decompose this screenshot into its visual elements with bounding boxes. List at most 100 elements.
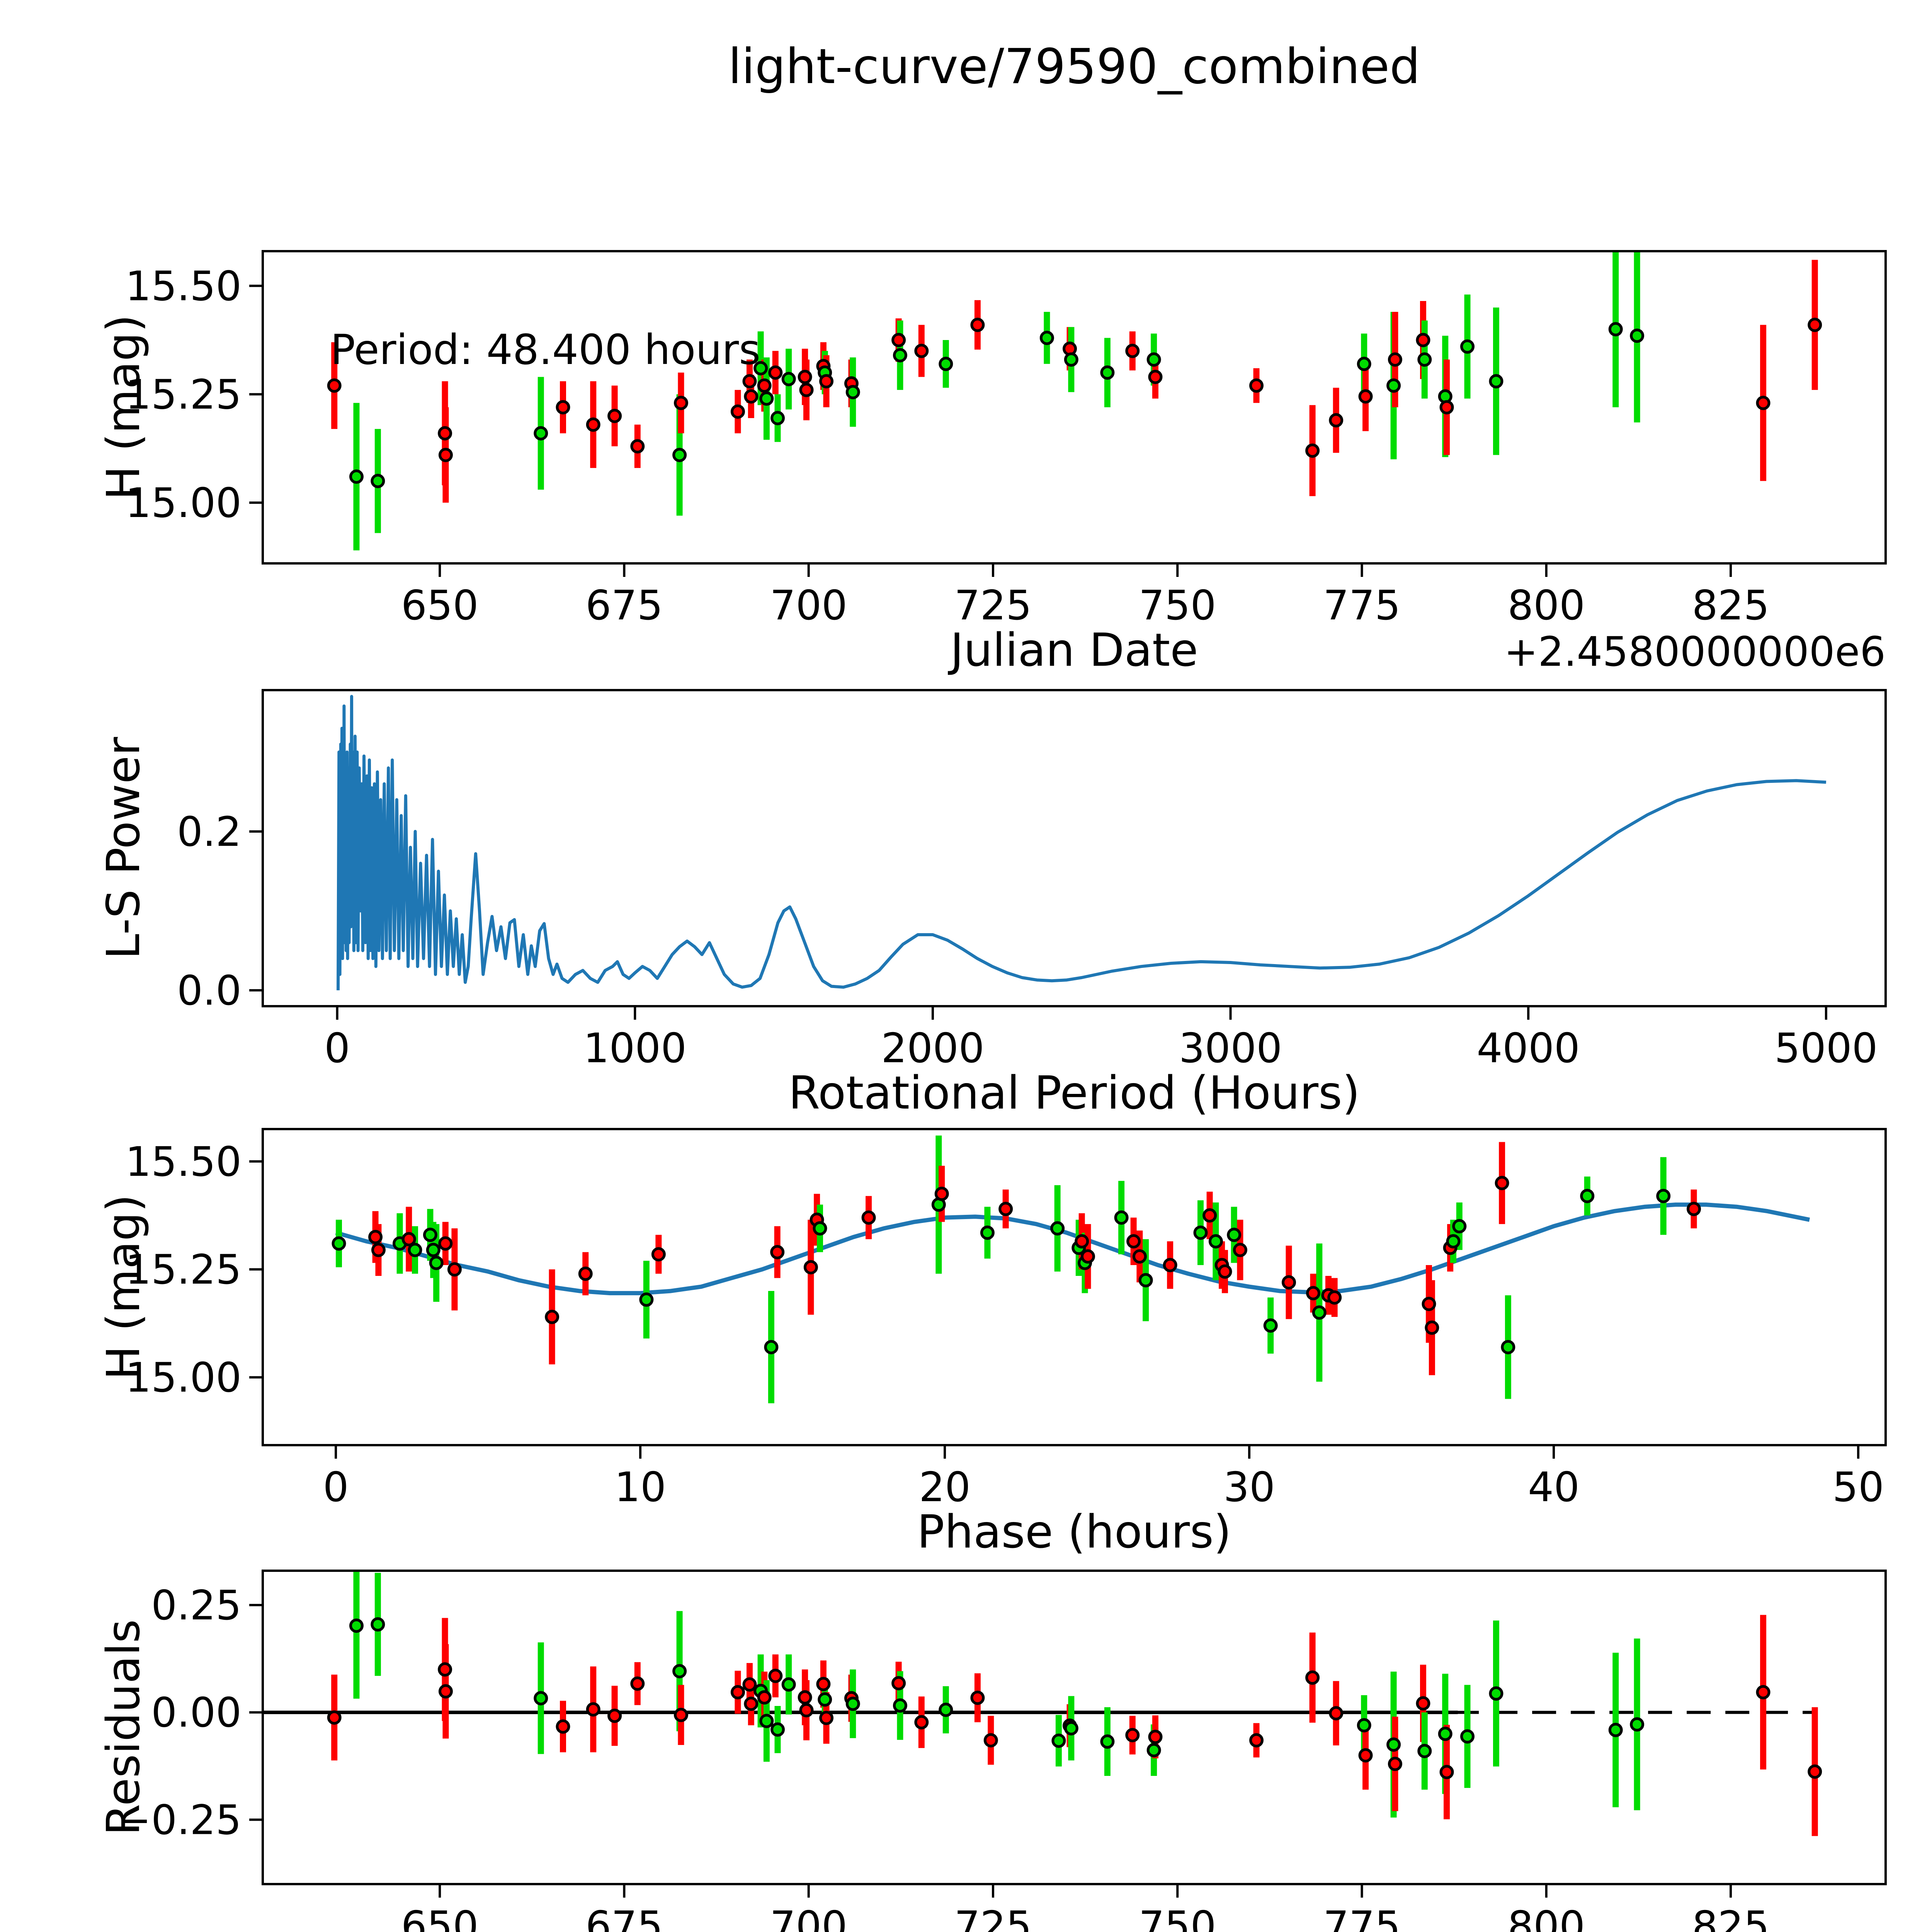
data-point	[798, 369, 812, 384]
data-point	[1193, 1225, 1208, 1240]
data-point	[1358, 1748, 1373, 1763]
data-point	[742, 374, 757, 389]
data-point	[534, 426, 548, 440]
data-point	[1148, 369, 1163, 384]
data-point	[983, 1733, 998, 1748]
data-point	[1100, 365, 1115, 380]
data-point	[630, 439, 645, 454]
x-tick-label: 20	[919, 1464, 971, 1511]
data-point	[1208, 1234, 1223, 1249]
y-tick-label: 15.00	[125, 480, 242, 527]
x-tick-label: 10	[614, 1464, 666, 1511]
data-point	[1163, 1258, 1177, 1272]
light-curve-panel: Period: 48.400 hours 650 675 700 725 750 775 80…	[97, 250, 1887, 677]
data-point	[1148, 1730, 1163, 1744]
x-tick-label: 800	[1508, 582, 1585, 629]
data-point	[1495, 1176, 1509, 1190]
x-tick-label: 50	[1832, 1464, 1884, 1511]
data-point	[799, 1703, 814, 1718]
x-tick-label: 3000	[1179, 1025, 1282, 1072]
data-point	[813, 1221, 827, 1236]
data-point	[332, 1236, 346, 1251]
data-point	[970, 318, 985, 332]
data-point	[914, 1715, 929, 1730]
data-point	[1138, 1273, 1153, 1287]
data-point	[1100, 1734, 1115, 1749]
data-point	[673, 1708, 688, 1722]
data-point	[803, 1260, 818, 1275]
data-point	[1388, 1757, 1402, 1771]
data-point	[845, 385, 860, 400]
data-point	[1146, 1743, 1161, 1757]
data-point	[818, 1692, 832, 1707]
x-tick-label: 825	[1692, 582, 1769, 629]
axes-frame	[262, 250, 1887, 565]
data-point	[861, 1210, 876, 1225]
data-point	[1386, 1737, 1401, 1752]
data-point	[1080, 1249, 1095, 1264]
data-point	[1146, 352, 1161, 367]
data-point	[845, 1696, 860, 1711]
y-tick-label: 15.00	[125, 1354, 242, 1401]
data-point	[1386, 378, 1401, 393]
data-point	[759, 1714, 774, 1728]
x-tick-label: 700	[770, 1903, 847, 1932]
data-point	[891, 333, 906, 347]
x-tick-label: 825	[1692, 1903, 1769, 1932]
data-point	[1756, 396, 1770, 410]
data-point	[1460, 1729, 1475, 1744]
axes-frame	[262, 689, 1887, 1007]
error-bars	[331, 251, 1818, 551]
data-point	[819, 374, 834, 389]
x-tick-label: 775	[1323, 582, 1400, 629]
data-point	[1305, 1670, 1320, 1685]
data-point	[438, 1684, 453, 1699]
data-point	[1416, 1696, 1430, 1711]
data-point	[744, 1696, 759, 1711]
data-point	[798, 1690, 812, 1705]
data-point	[639, 1292, 654, 1307]
data-point	[401, 1232, 416, 1247]
data-points	[327, 1617, 1822, 1779]
data-point	[586, 1702, 600, 1717]
data-point	[1282, 1275, 1296, 1290]
data-point	[371, 474, 385, 488]
data-point	[1329, 413, 1344, 428]
data-point	[1630, 1717, 1645, 1732]
data-point	[939, 1702, 953, 1717]
data-point	[1417, 352, 1432, 367]
data-point	[1422, 1297, 1436, 1311]
residuals-panel: 650675700725750775800825−0.250.000.25Jul…	[97, 1570, 1887, 1932]
data-point	[408, 1243, 422, 1257]
data-point	[939, 357, 953, 371]
data-point	[770, 411, 785, 425]
axes-frame	[262, 1570, 1887, 1885]
y-tick-label: 0.2	[177, 808, 242, 855]
x-tick-label: 750	[1139, 582, 1216, 629]
data-point	[1125, 1728, 1140, 1742]
data-point	[1388, 352, 1402, 367]
data-point	[1425, 1320, 1439, 1335]
data-point	[1312, 1305, 1327, 1320]
data-point	[426, 1243, 440, 1257]
x-tick-label: 5000	[1774, 1025, 1878, 1072]
data-point	[1608, 322, 1623, 337]
x-tick-label: 4000	[1477, 1025, 1580, 1072]
data-point	[368, 1230, 383, 1244]
x-axis-label: Rotational Period (Hours)	[788, 1066, 1360, 1119]
data-point	[1306, 1286, 1321, 1301]
data-point	[799, 383, 814, 397]
phase-panel-data-area	[332, 1135, 1810, 1403]
data-point	[630, 1676, 645, 1691]
period-annotation: Period: 48.400 hours	[330, 326, 760, 374]
data-point	[770, 1722, 785, 1737]
data-point	[1132, 1249, 1147, 1264]
y-tick-label: 15.25	[125, 1246, 242, 1293]
data-point	[1039, 330, 1054, 345]
axis-offset-text: +2.4580000000e6	[1504, 628, 1886, 675]
y-tick-label: 0.25	[151, 1582, 242, 1629]
data-point	[1249, 1733, 1264, 1748]
data-point	[1417, 1744, 1432, 1759]
light-curve-panel-data-area	[327, 251, 1822, 551]
